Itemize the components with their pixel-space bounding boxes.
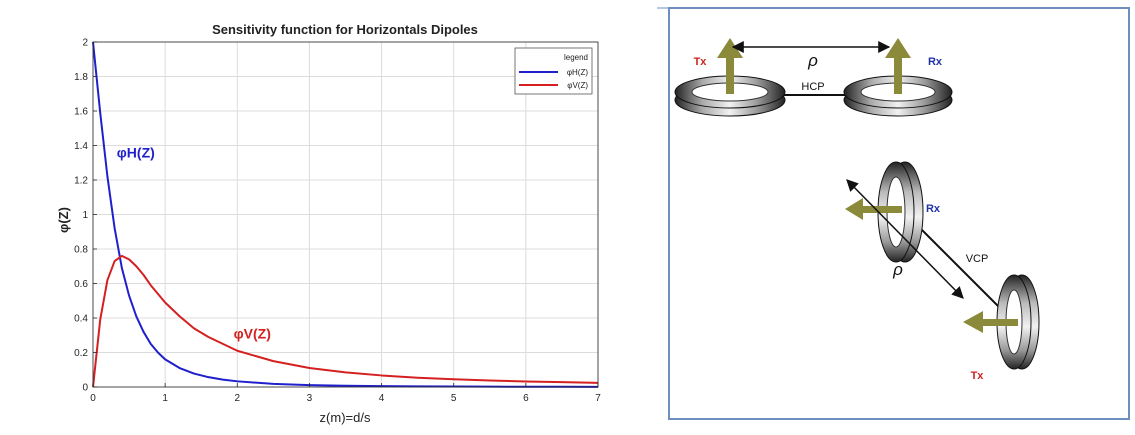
y-tick-label: 1.8 [74, 72, 88, 83]
x-tick-label: 6 [523, 393, 529, 404]
y-tick-label: 0.4 [74, 314, 88, 325]
x-tick-label: 0 [90, 393, 96, 404]
x-tick-label: 3 [307, 393, 313, 404]
vcp-configuration: ρ VCP Rx Tx [845, 161, 1040, 382]
series-line-phiv [92, 254, 599, 388]
legend-entry-phih: φH(Z) [567, 68, 589, 77]
rx-dipole-arrow-up [885, 38, 911, 94]
sensitivity-chart: 0 1 2 3 4 5 6 7 0 0.2 0.4 0.6 0.8 1 1.2 1.4 1.6 1.8 2 Sens… [56, 22, 602, 425]
hcp-configuration: ρ HCP Tx Rx [674, 38, 953, 117]
rx-label-bottom: Rx [926, 203, 941, 215]
rx-label-top: Rx [928, 56, 943, 68]
y-tick-label: 1.6 [74, 107, 88, 118]
y-tick-label: 0.6 [74, 279, 88, 290]
hcp-rho-label: ρ [807, 51, 818, 70]
chart-panel: 0 1 2 3 4 5 6 7 0 0.2 0.4 0.6 0.8 1 1.2 1.4 1.6 1.8 2 Sens… [56, 22, 602, 425]
vcp-rho-label: ρ [892, 260, 903, 279]
tx-dipole-arrow-up [717, 38, 743, 94]
hcp-mode-label: HCP [801, 81, 824, 93]
legend-entry-phiv: φV(Z) [567, 81, 588, 90]
annotation-phiv: φV(Z) [234, 326, 271, 342]
x-axis-label: z(m)=d/s [320, 410, 371, 425]
series-line-phih [92, 41, 599, 388]
x-tick-label: 2 [235, 393, 241, 404]
y-tick-label: 1.2 [74, 176, 88, 187]
x-tick-label: 7 [595, 393, 601, 404]
chart-title: Sensitivity function for Horizontals Dip… [212, 22, 478, 37]
x-tick-label: 4 [379, 393, 385, 404]
y-tick-label: 1.4 [74, 141, 88, 152]
y-tick-label: 0.2 [74, 348, 88, 359]
annotations: φH(Z) φV(Z) [117, 145, 271, 342]
y-tick-label: 0 [82, 383, 88, 394]
legend-title: legend [564, 53, 588, 62]
annotation-phih: φH(Z) [117, 145, 155, 161]
tx-label-top: Tx [694, 56, 708, 68]
y-tick-label: 0.8 [74, 245, 88, 256]
tx-dipole-arrow-left [963, 311, 1018, 333]
y-axis-label: φ(Z) [56, 207, 71, 233]
x-tick-label: 5 [451, 393, 457, 404]
y-tick-label: 2 [82, 38, 88, 49]
tick-labels: 0 1 2 3 4 5 6 7 0 0.2 0.4 0.6 0.8 1 1.2 1.4 1.6 1.8 2 [74, 38, 601, 405]
tx-label-bottom: Tx [971, 370, 985, 382]
vcp-mode-label: VCP [966, 253, 989, 265]
legend: legend φH(Z) φV(Z) [514, 47, 593, 95]
series-layer [92, 41, 599, 388]
y-tick-label: 1 [82, 210, 88, 221]
coil-diagram: ρ HCP Tx Rx [657, 7, 1130, 420]
vcp-spacing-arrow [846, 179, 964, 299]
x-tick-label: 1 [162, 393, 168, 404]
coil-diagram-panel: ρ HCP Tx Rx [657, 0, 1135, 430]
